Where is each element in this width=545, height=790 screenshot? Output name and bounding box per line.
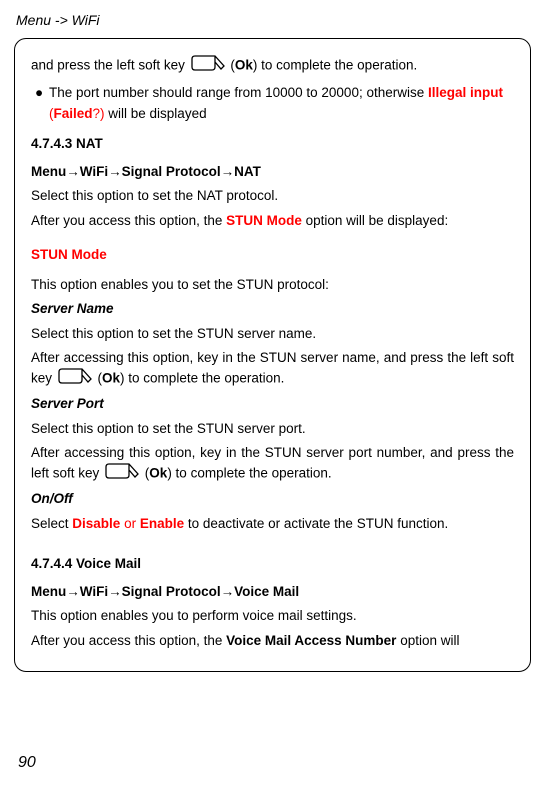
- onoff-heading: On/Off: [31, 489, 514, 509]
- page-number: 90: [18, 754, 36, 772]
- vm-p2: After you access this option, the Voice …: [31, 631, 514, 651]
- nat-p1: Select this option to set the NAT protoc…: [31, 186, 514, 206]
- nat-p2-stun: STUN Mode: [226, 213, 302, 228]
- heading-4743: 4.7.4.3 NAT: [31, 134, 514, 154]
- nav-voicemail: Menu→WiFi→Signal Protocol→Voice Mail: [31, 582, 514, 602]
- nav-vm-label: Voice Mail: [234, 584, 299, 599]
- bullet-post: will be displayed: [105, 106, 207, 121]
- bullet-failed: Failed: [54, 106, 93, 121]
- vm-p2-pre: After you access this option, the: [31, 633, 226, 648]
- bullet-q: ?): [93, 106, 105, 121]
- bullet-dot-icon: ●: [31, 83, 49, 124]
- onoff-or: or: [120, 516, 140, 531]
- onoff-pre: Select: [31, 516, 72, 531]
- nat-p2-post: option will be displayed:: [302, 213, 448, 228]
- server-port-ok: Ok: [149, 466, 167, 481]
- arrow-icon: →: [221, 584, 235, 599]
- arrow-icon: →: [108, 584, 122, 599]
- nav-wifi: WiFi: [80, 584, 108, 599]
- content-frame: and press the left soft key (Ok) to comp…: [14, 38, 531, 672]
- nav-menu: Menu: [31, 164, 66, 179]
- nav-sp: Signal Protocol: [122, 584, 221, 599]
- bullet-illegal: Illegal input: [428, 85, 503, 100]
- intro-ok: Ok: [235, 58, 253, 73]
- softkey-icon: [105, 463, 139, 485]
- nav-wifi: WiFi: [80, 164, 108, 179]
- bullet-port-range: ● The port number should range from 1000…: [31, 83, 514, 124]
- arrow-icon: →: [108, 164, 122, 179]
- stun-mode-heading: STUN Mode: [31, 245, 514, 265]
- onoff-disable: Disable: [72, 516, 120, 531]
- server-port-p2: After accessing this option, key in the …: [31, 443, 514, 486]
- softkey-icon: [58, 368, 92, 390]
- intro-pre: and press the left soft key: [31, 58, 189, 73]
- softkey-icon: [191, 55, 225, 77]
- page-header: Menu -> WiFi: [0, 0, 545, 28]
- intro-line: and press the left soft key (Ok) to comp…: [31, 55, 514, 77]
- server-name-p1: Select this option to set the STUN serve…: [31, 324, 514, 344]
- onoff-line: Select Disable or Enable to deactivate o…: [31, 514, 514, 534]
- onoff-enable: Enable: [140, 516, 184, 531]
- nav-sp: Signal Protocol: [122, 164, 221, 179]
- stun-p1: This option enables you to set the STUN …: [31, 275, 514, 295]
- bullet-pre: The port number should range from 10000 …: [49, 85, 428, 100]
- nav-menu: Menu: [31, 584, 66, 599]
- server-port-p1: Select this option to set the STUN serve…: [31, 419, 514, 439]
- server-port-post: ) to complete the operation.: [167, 466, 331, 481]
- server-name-heading: Server Name: [31, 299, 514, 319]
- nat-p2: After you access this option, the STUN M…: [31, 211, 514, 231]
- nav-nat: Menu→WiFi→Signal Protocol→NAT: [31, 162, 514, 182]
- server-name-p2: After accessing this option, key in the …: [31, 348, 514, 391]
- arrow-icon: →: [66, 164, 80, 179]
- vm-p1: This option enables you to perform voice…: [31, 606, 514, 626]
- onoff-post: to deactivate or activate the STUN funct…: [184, 516, 448, 531]
- server-port-heading: Server Port: [31, 394, 514, 414]
- bullet-text: The port number should range from 10000 …: [49, 83, 514, 124]
- nat-p2-pre: After you access this option, the: [31, 213, 226, 228]
- vm-p2-post: option will: [396, 633, 459, 648]
- arrow-icon: →: [221, 164, 235, 179]
- nav-nat-label: NAT: [234, 164, 261, 179]
- vm-p2-bold: Voice Mail Access Number: [226, 633, 396, 648]
- heading-4744: 4.7.4.4 Voice Mail: [31, 554, 514, 574]
- intro-post: ) to complete the operation.: [253, 58, 417, 73]
- arrow-icon: →: [66, 584, 80, 599]
- server-name-post: ) to complete the operation.: [120, 371, 284, 386]
- server-name-ok: Ok: [102, 371, 120, 386]
